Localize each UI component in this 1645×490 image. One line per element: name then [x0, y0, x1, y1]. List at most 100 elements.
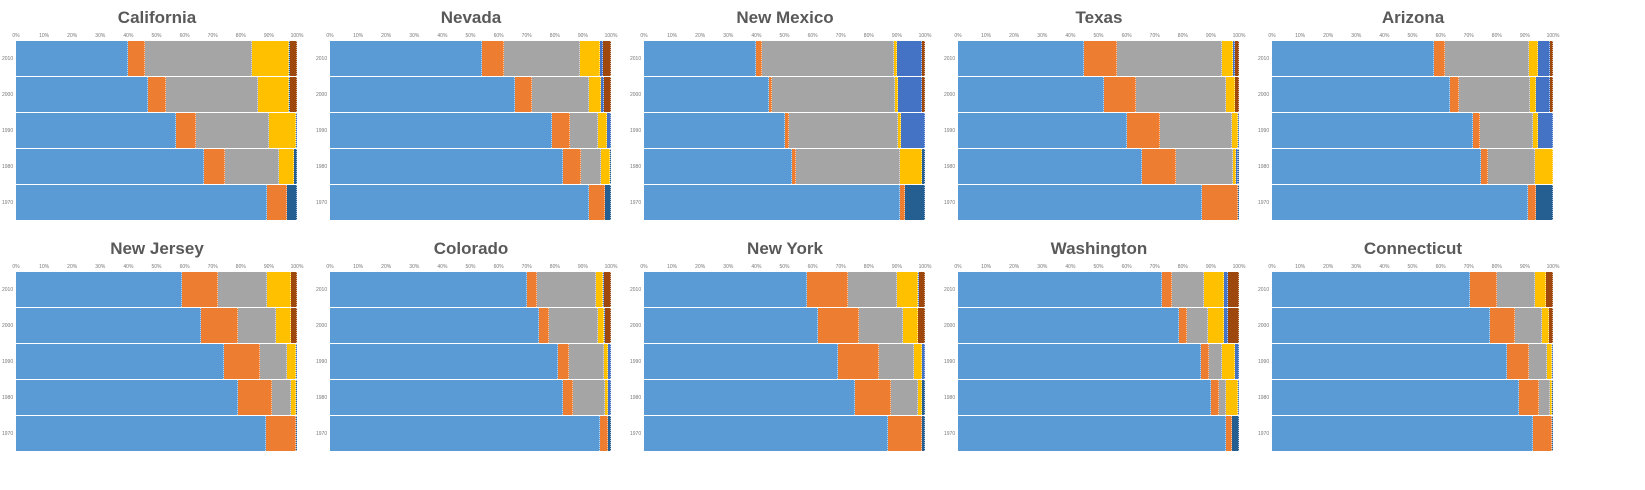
bar-segment-series-2 [266, 416, 296, 451]
x-tick-label: 50% [1407, 264, 1418, 270]
bar-segment-series-3 [166, 77, 258, 112]
bar-segment-series-2 [1481, 149, 1489, 184]
bar-segment-series-1 [1272, 149, 1482, 184]
bar-segment-series-4 [603, 344, 609, 379]
bar-segment-series-6 [1237, 185, 1239, 220]
bar-segment-series-4 [291, 380, 296, 415]
x-tick-label: 50% [779, 264, 790, 270]
bar-segment-series-4 [598, 113, 607, 148]
bar-segment-series-4 [268, 113, 296, 148]
bar-segment-series-4 [605, 380, 609, 415]
bar-2010 [1272, 272, 1553, 307]
bar-segment-series-3 [549, 308, 599, 343]
y-tick-label: 1990 [2, 359, 14, 365]
x-tick-label: 30% [1351, 33, 1362, 39]
chart-panel-california: California 0% 10% 20% 30% 40% 50% 60% 70% 80% 90% 1… [0, 0, 314, 230]
x-tick-label: 50% [1093, 264, 1104, 270]
x-tick-label: 80% [1177, 33, 1188, 39]
bar-segment-series-3 [771, 77, 896, 112]
chart-title: Nevada [440, 8, 502, 27]
chart-title: Washington [1050, 239, 1148, 258]
bar-segment-series-6 [1237, 149, 1239, 184]
bar-segment-series-2 [1450, 77, 1459, 112]
bar-segment-series-2 [899, 185, 906, 220]
bar-segment-series-4 [1208, 308, 1224, 343]
bar-segment-series-2 [481, 41, 505, 76]
x-tick-label: 60% [179, 264, 190, 270]
bar-segment-series-2 [223, 344, 261, 379]
bar-segment-series-6 [288, 77, 290, 112]
bar-segment-series-2 [557, 344, 569, 379]
bar-segment-series-6 [1231, 416, 1239, 451]
bar-segment-series-7 [603, 77, 611, 112]
bar-segment-series-7 [922, 77, 925, 112]
bar-segment-series-4 [1231, 113, 1238, 148]
bar-segment-series-1 [16, 41, 129, 76]
bar-1990 [1272, 113, 1553, 148]
x-tick-label: 40% [123, 33, 134, 39]
x-tick-label: 0% [954, 33, 962, 39]
bar-2010 [330, 272, 611, 307]
bar-segment-series-6 [294, 149, 297, 184]
bar-segment-series-3 [1444, 41, 1530, 76]
bar-segment-series-1 [958, 272, 1162, 307]
bar-segment-series-7 [602, 41, 611, 76]
bar-2000 [330, 77, 611, 112]
x-tick-label: 40% [437, 264, 448, 270]
x-tick-label: 30% [1037, 264, 1048, 270]
bar-segment-series-1 [1272, 41, 1434, 76]
bar-segment-series-4 [267, 272, 292, 307]
y-tick-label: 1980 [2, 395, 14, 401]
x-tick-label: 20% [1323, 33, 1334, 39]
x-tick-label: 70% [207, 33, 218, 39]
bar-segment-series-3 [504, 41, 581, 76]
bar-segment-series-2 [201, 308, 238, 343]
bar-segment-series-1 [16, 149, 204, 184]
bar-1980 [644, 149, 925, 184]
bar-segment-series-7 [1227, 272, 1239, 307]
bar-segment-series-2 [563, 149, 582, 184]
bar-segment-series-3 [581, 149, 602, 184]
bar-segment-series-5 [896, 41, 923, 76]
bar-segment-series-3 [568, 344, 604, 379]
bar-2010 [16, 41, 297, 76]
bar-1990 [958, 344, 1239, 379]
x-tick-label: 0% [326, 264, 334, 270]
bar-segment-series-7 [1548, 308, 1553, 343]
bar-segment-series-1 [958, 308, 1179, 343]
bar-1990 [16, 113, 297, 148]
bar-segment-series-1 [330, 41, 482, 76]
x-tick-label: 70% [835, 33, 846, 39]
x-tick-label: 0% [12, 33, 20, 39]
x-tick-label: 20% [67, 33, 78, 39]
x-tick-label: 0% [326, 33, 334, 39]
bar-1990 [644, 344, 925, 379]
bar-2000 [16, 77, 297, 112]
bar-segment-series-1 [958, 416, 1227, 451]
x-tick-label: 10% [39, 33, 50, 39]
bar-segment-series-6 [288, 41, 290, 76]
x-tick-label: 60% [1121, 264, 1132, 270]
bar-1980 [644, 380, 925, 415]
bar-1970 [330, 185, 611, 220]
y-tick-label: 2000 [630, 92, 642, 98]
bar-segment-series-1 [1272, 272, 1471, 307]
chart-panel-nevada: Nevada 0% 10% 20% 30% 40% 50% 60% 70% 80% 90% 100% 2… [314, 0, 628, 230]
x-tick-label: 20% [67, 264, 78, 270]
bar-segment-series-3 [1488, 149, 1535, 184]
x-tick-label: 40% [1379, 33, 1390, 39]
bar-segment-series-4 [1222, 344, 1235, 379]
bar-segment-series-3 [237, 308, 276, 343]
bar-segment-series-6 [287, 185, 297, 220]
bar-segment-series-1 [330, 149, 564, 184]
bar-1980 [958, 149, 1239, 184]
bar-2010 [330, 41, 611, 76]
bar-segment-series-5 [602, 272, 604, 307]
bar-1980 [16, 149, 297, 184]
bar-1980 [330, 149, 611, 184]
x-tick-label: 20% [1009, 264, 1020, 270]
bar-segment-series-5 [1551, 344, 1553, 379]
bar-segment-series-3 [795, 149, 900, 184]
bar-segment-series-1 [958, 41, 1085, 76]
bar-2000 [644, 77, 925, 112]
